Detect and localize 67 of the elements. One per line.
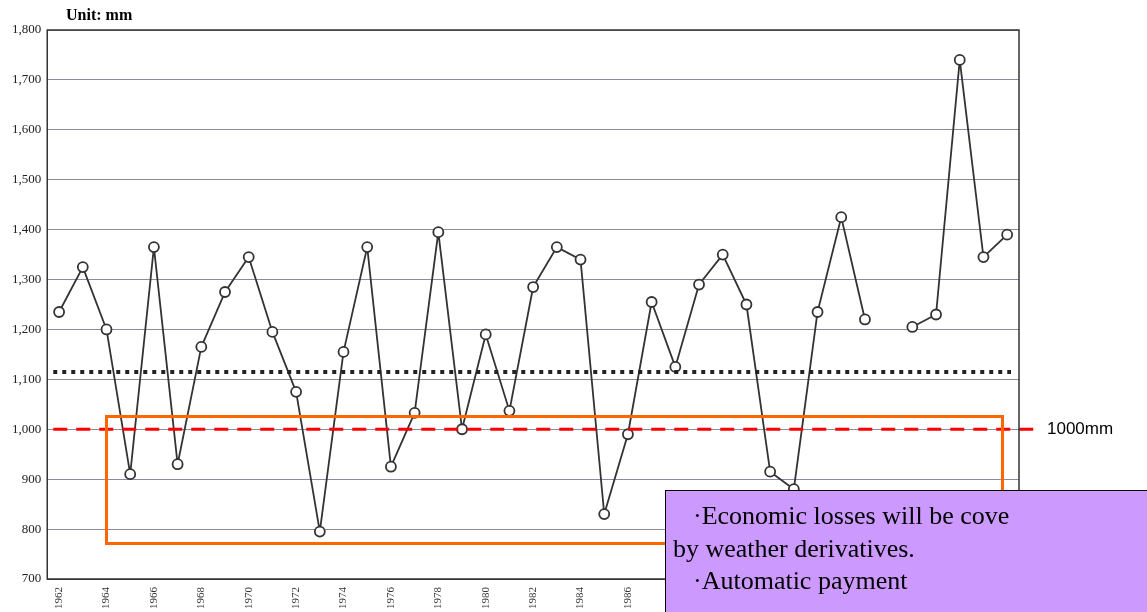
x-tick-label: 1984 xyxy=(573,586,586,609)
point xyxy=(527,281,540,293)
y-tick-label: 1,700 xyxy=(12,71,42,87)
point xyxy=(645,296,658,308)
y-tick-label: 1,500 xyxy=(12,171,42,187)
ref-line-label: 1000mm xyxy=(1047,418,1114,438)
point xyxy=(76,261,89,273)
point xyxy=(811,306,824,318)
x-tick-label: 1976 xyxy=(383,586,396,609)
y-tick-label: 1,000 xyxy=(12,420,42,436)
point xyxy=(906,321,919,333)
point xyxy=(242,251,255,263)
point xyxy=(693,278,705,291)
y-tick-label: 700 xyxy=(21,570,42,586)
y-tick-label: 800 xyxy=(21,520,42,536)
y-tick-label: 900 xyxy=(21,470,42,486)
x-tick-label: 1978 xyxy=(431,586,444,609)
y-axis-title: Unit: mm xyxy=(66,6,133,24)
x-tick-label: 1972 xyxy=(289,587,301,609)
y-tick-label: 1,300 xyxy=(12,270,42,286)
x-tick-label: 1986 xyxy=(620,586,633,609)
point xyxy=(622,428,634,441)
point xyxy=(219,286,231,298)
point xyxy=(1001,228,1014,241)
y-tick-label: 1,400 xyxy=(12,221,42,237)
point xyxy=(953,54,966,66)
point xyxy=(195,341,208,353)
point xyxy=(313,525,326,538)
x-tick-label: 1974 xyxy=(336,586,349,609)
x-tick-label: 1962 xyxy=(51,587,64,609)
point xyxy=(764,465,777,478)
point xyxy=(53,306,65,318)
point xyxy=(432,226,445,239)
y-tick-label: 1,600 xyxy=(12,121,42,137)
point xyxy=(100,323,113,336)
point xyxy=(290,385,303,398)
point xyxy=(930,308,942,321)
point xyxy=(835,211,848,224)
point xyxy=(550,241,563,254)
x-tick-label: 1980 xyxy=(478,586,491,609)
x-tick-label: 1982 xyxy=(526,587,539,609)
y-tick-label: 1,200 xyxy=(12,320,42,336)
x-tick-label: 1968 xyxy=(194,586,207,609)
point xyxy=(598,508,611,521)
point xyxy=(716,248,729,261)
x-tick-label: 1964 xyxy=(99,586,112,609)
point xyxy=(456,423,468,436)
x-tick-label: 1966 xyxy=(146,586,159,609)
point xyxy=(385,460,397,473)
annotation: ·Automatic payment xyxy=(693,565,909,597)
annotation: by weather derivatives. xyxy=(673,532,916,565)
point xyxy=(266,326,279,338)
point xyxy=(171,458,184,471)
point xyxy=(859,313,871,326)
point xyxy=(148,241,160,254)
x-tick-label: 1970 xyxy=(241,586,254,609)
point xyxy=(740,298,753,311)
annotation: ·Economic losses will be cove xyxy=(693,500,1011,532)
point xyxy=(669,360,682,373)
point xyxy=(124,468,137,481)
point xyxy=(361,241,374,254)
point xyxy=(977,251,990,263)
point xyxy=(479,328,492,341)
y-tick-label: 1,100 xyxy=(12,370,42,386)
point xyxy=(574,253,587,266)
point xyxy=(337,346,350,358)
y-tick-label: 1,800 xyxy=(12,21,42,37)
